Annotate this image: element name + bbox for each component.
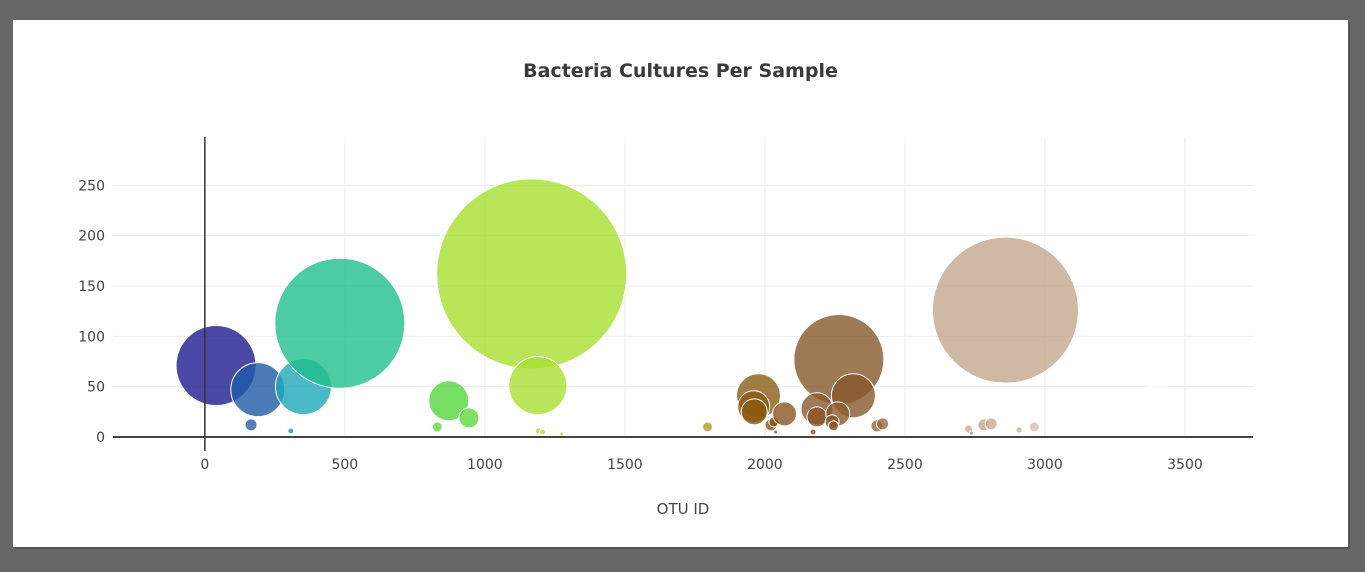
- chart-title: Bacteria Cultures Per Sample: [523, 60, 838, 82]
- bubble-marker[interactable]: [428, 380, 470, 422]
- bubble-marker[interactable]: [702, 421, 714, 433]
- y-tick-label: 100: [78, 329, 105, 345]
- bubble-marker[interactable]: [968, 430, 974, 436]
- bubbles-layer[interactable]: [175, 178, 1173, 437]
- bubble-plot[interactable]: 0 500 1000 1500 2000 2500 3000 3500 0 50 100 150 200…: [13, 20, 1348, 547]
- bubble-marker[interactable]: [828, 420, 840, 432]
- bubble-marker[interactable]: [431, 421, 443, 433]
- axes: 0 500 1000 1500 2000 2500 3000 3500 0 50 100 150 200…: [78, 137, 1253, 473]
- y-tick-label: 150: [78, 279, 105, 295]
- x-axis-title: OTU ID: [657, 500, 710, 518]
- x-tick-label: 3500: [1167, 457, 1203, 473]
- bubble-marker[interactable]: [772, 401, 798, 427]
- x-tick-label: 2000: [747, 457, 783, 473]
- bubble-marker[interactable]: [809, 428, 817, 436]
- bubble-marker[interactable]: [806, 406, 828, 428]
- bubble-marker[interactable]: [931, 236, 1079, 384]
- x-tick-label: 2500: [887, 457, 923, 473]
- y-tick-label: 200: [78, 229, 105, 245]
- bubble-marker[interactable]: [458, 407, 480, 429]
- bubble-marker[interactable]: [876, 417, 890, 431]
- bubble-marker[interactable]: [287, 427, 295, 435]
- bubble-marker[interactable]: [559, 431, 565, 437]
- bubble-marker[interactable]: [508, 356, 568, 416]
- bubble-marker[interactable]: [1141, 381, 1173, 413]
- x-tick-label: 1500: [607, 457, 643, 473]
- bubble-marker[interactable]: [1028, 421, 1040, 433]
- bubble-marker[interactable]: [773, 429, 779, 435]
- chart-container: Bacteria Cultures Per Sample 0 500 1000 150…: [13, 20, 1348, 547]
- y-tick-label: 0: [96, 430, 105, 446]
- bubble-marker[interactable]: [244, 418, 258, 432]
- x-tick-label: 1000: [467, 457, 503, 473]
- x-tick-label: 3000: [1027, 457, 1063, 473]
- bubble-marker[interactable]: [740, 398, 768, 426]
- x-tick-label: 500: [331, 457, 358, 473]
- bubble-marker[interactable]: [539, 428, 547, 436]
- bubble-marker[interactable]: [1015, 426, 1023, 434]
- x-tick-label: 0: [200, 457, 209, 473]
- bubble-marker[interactable]: [436, 178, 628, 370]
- y-tick-label: 50: [87, 380, 105, 396]
- bubble-marker[interactable]: [274, 257, 406, 389]
- y-tick-label: 250: [78, 178, 105, 194]
- bubble-marker[interactable]: [984, 417, 998, 431]
